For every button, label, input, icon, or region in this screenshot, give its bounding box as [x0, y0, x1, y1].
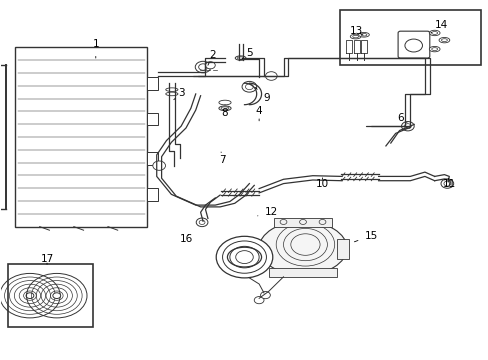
Circle shape — [53, 293, 61, 298]
Ellipse shape — [165, 92, 178, 96]
Text: 16: 16 — [179, 234, 192, 244]
Circle shape — [229, 246, 259, 268]
Text: 14: 14 — [430, 20, 447, 33]
Circle shape — [440, 179, 453, 188]
Circle shape — [26, 293, 34, 298]
FancyBboxPatch shape — [397, 31, 429, 58]
Text: 15: 15 — [354, 231, 377, 242]
Circle shape — [254, 297, 264, 304]
Text: 3: 3 — [173, 88, 184, 100]
Circle shape — [195, 61, 210, 73]
Text: 17: 17 — [41, 254, 54, 264]
Bar — [15, 47, 147, 226]
Bar — [147, 152, 158, 165]
Text: 12: 12 — [257, 207, 277, 217]
Ellipse shape — [428, 30, 439, 36]
Bar — [339, 10, 480, 65]
Ellipse shape — [428, 46, 439, 52]
Circle shape — [242, 81, 256, 92]
Text: 5: 5 — [242, 48, 252, 59]
Ellipse shape — [219, 100, 231, 105]
Ellipse shape — [349, 34, 360, 39]
Ellipse shape — [235, 56, 245, 60]
Circle shape — [153, 161, 165, 170]
Text: 11: 11 — [442, 178, 455, 189]
Circle shape — [216, 236, 272, 278]
Circle shape — [394, 54, 406, 62]
Text: 2: 2 — [207, 50, 216, 65]
Text: 6: 6 — [396, 113, 406, 123]
Ellipse shape — [438, 37, 449, 43]
Bar — [8, 264, 93, 327]
Bar — [268, 268, 336, 277]
Bar — [336, 239, 348, 259]
Ellipse shape — [259, 221, 346, 275]
Circle shape — [260, 292, 270, 299]
Text: 10: 10 — [315, 178, 328, 189]
Bar — [273, 218, 331, 226]
Circle shape — [401, 122, 413, 131]
Text: 4: 4 — [255, 106, 262, 121]
Circle shape — [205, 62, 215, 69]
Ellipse shape — [219, 106, 231, 111]
Bar — [147, 113, 158, 126]
Text: 8: 8 — [221, 105, 228, 118]
Circle shape — [265, 72, 277, 80]
Bar — [147, 77, 158, 90]
Text: 7: 7 — [219, 152, 225, 165]
Ellipse shape — [165, 88, 178, 91]
Text: 9: 9 — [255, 87, 269, 103]
Bar — [147, 188, 158, 201]
Text: 13: 13 — [349, 26, 363, 36]
Ellipse shape — [358, 32, 368, 37]
Circle shape — [196, 218, 207, 226]
Text: 1: 1 — [92, 40, 99, 58]
